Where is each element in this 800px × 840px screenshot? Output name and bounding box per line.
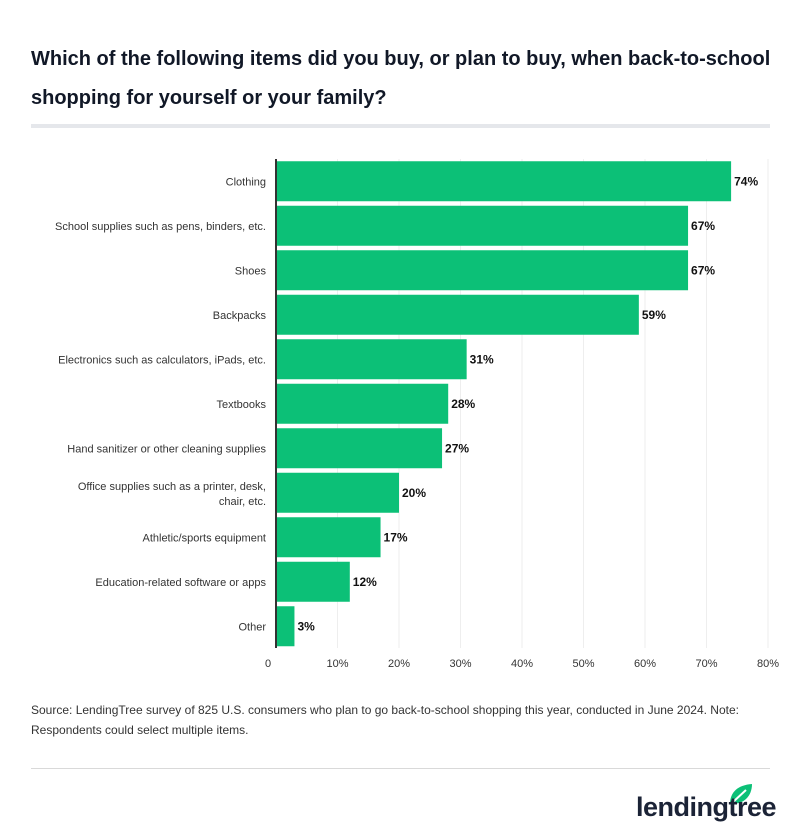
- source-note: Source: LendingTree survey of 825 U.S. c…: [31, 703, 739, 737]
- x-tick-label: 60%: [634, 658, 656, 670]
- title-divider: [31, 124, 770, 128]
- bar: [276, 606, 295, 647]
- data-label: 59%: [642, 308, 666, 322]
- x-tick-label: 50%: [572, 658, 594, 670]
- bar: [276, 161, 732, 202]
- x-tick-label: 10%: [326, 658, 348, 670]
- category-label: Clothing: [226, 176, 266, 188]
- bar: [276, 250, 689, 291]
- category-label: School supplies such as pens, binders, e…: [55, 221, 266, 233]
- category-label: Backpacks: [213, 310, 267, 322]
- category-label: Textbooks: [216, 399, 266, 411]
- x-tick-label: 80%: [757, 658, 779, 670]
- data-label: 3%: [297, 619, 315, 633]
- x-tick-label: 70%: [695, 658, 717, 670]
- bar: [276, 383, 449, 424]
- category-label: Shoes: [235, 265, 267, 277]
- category-label: Electronics such as calculators, iPads, …: [58, 354, 266, 366]
- bar: [276, 294, 639, 335]
- data-label: 17%: [384, 530, 408, 544]
- category-label: Office supplies such as a printer, desk,…: [78, 481, 266, 508]
- data-label: 27%: [445, 441, 469, 455]
- data-label: 20%: [402, 486, 426, 500]
- logo-text: lendingtree: [636, 792, 777, 822]
- bar-chart: 0 10% 20% 30% 40% 50% 60% 70% 80% 74% Clothing 67% S…: [55, 159, 779, 670]
- bar: [276, 561, 350, 602]
- bar: [276, 472, 399, 513]
- data-label: 28%: [451, 397, 475, 411]
- data-label: 67%: [691, 263, 715, 277]
- leaf-icon: [730, 784, 752, 804]
- bar: [276, 339, 467, 380]
- x-tick-label: 20%: [388, 658, 410, 670]
- category-label: Athletic/sports equipment: [142, 532, 266, 544]
- category-label: Education-related software or apps: [95, 577, 266, 589]
- data-label: 31%: [470, 352, 494, 366]
- category-label: Hand sanitizer or other cleaning supplie…: [67, 443, 266, 455]
- lendingtree-logo: lendingtree: [634, 782, 777, 826]
- x-tick-label: 40%: [511, 658, 533, 670]
- x-tick-label: 0: [265, 658, 271, 670]
- chart-title: Which of the following items did you buy…: [31, 48, 771, 109]
- data-label: 74%: [734, 174, 758, 188]
- bar: [276, 517, 381, 558]
- bar: [276, 428, 443, 469]
- category-label: Other: [238, 621, 266, 633]
- bar: [276, 205, 689, 246]
- data-label: 67%: [691, 219, 715, 233]
- x-tick-label: 30%: [449, 658, 471, 670]
- footer-divider: [31, 768, 770, 769]
- data-label: 12%: [353, 575, 377, 589]
